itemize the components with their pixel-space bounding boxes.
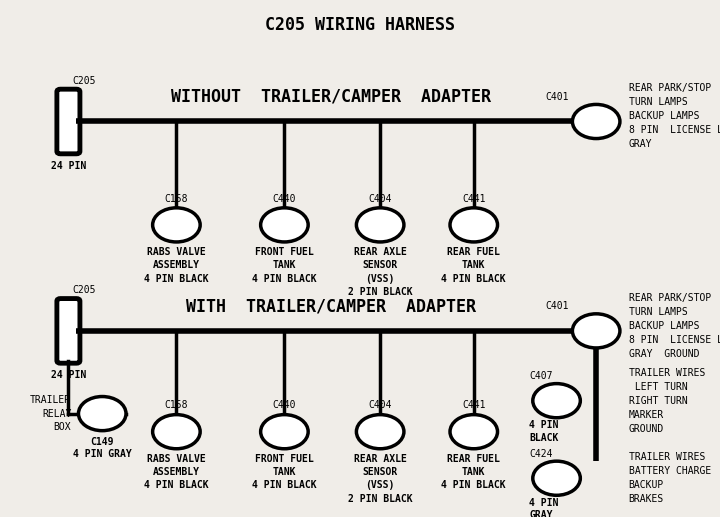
Circle shape bbox=[261, 415, 308, 449]
Circle shape bbox=[450, 415, 498, 449]
Text: C158: C158 bbox=[165, 401, 188, 410]
Text: 4 PIN
GRAY: 4 PIN GRAY bbox=[529, 498, 559, 517]
Text: RABS VALVE
ASSEMBLY
4 PIN BLACK: RABS VALVE ASSEMBLY 4 PIN BLACK bbox=[144, 454, 209, 490]
Text: REAR PARK/STOP
TURN LAMPS
BACKUP LAMPS
8 PIN  LICENSE LAMPS
GRAY: REAR PARK/STOP TURN LAMPS BACKUP LAMPS 8… bbox=[629, 83, 720, 149]
Circle shape bbox=[533, 384, 580, 418]
Text: C205 WIRING HARNESS: C205 WIRING HARNESS bbox=[265, 16, 455, 34]
Text: C441: C441 bbox=[462, 194, 485, 204]
Text: TRAILER WIRES
BATTERY CHARGE
BACKUP
BRAKES: TRAILER WIRES BATTERY CHARGE BACKUP BRAK… bbox=[629, 452, 711, 504]
Circle shape bbox=[153, 415, 200, 449]
Text: 4 PIN
BLACK: 4 PIN BLACK bbox=[529, 420, 559, 443]
Text: C404: C404 bbox=[369, 401, 392, 410]
Text: C158: C158 bbox=[165, 194, 188, 204]
Text: C149
4 PIN GRAY: C149 4 PIN GRAY bbox=[73, 437, 132, 459]
Text: C440: C440 bbox=[273, 401, 296, 410]
Text: C401: C401 bbox=[545, 92, 569, 102]
Circle shape bbox=[153, 208, 200, 242]
Text: C401: C401 bbox=[545, 301, 569, 311]
Text: C205: C205 bbox=[72, 75, 96, 85]
Text: 24 PIN: 24 PIN bbox=[51, 370, 86, 380]
FancyBboxPatch shape bbox=[57, 299, 80, 363]
Text: REAR AXLE
SENSOR
(VSS)
2 PIN BLACK: REAR AXLE SENSOR (VSS) 2 PIN BLACK bbox=[348, 454, 413, 504]
Text: C441: C441 bbox=[462, 401, 485, 410]
Circle shape bbox=[356, 415, 404, 449]
Text: REAR FUEL
TANK
4 PIN BLACK: REAR FUEL TANK 4 PIN BLACK bbox=[441, 454, 506, 490]
Text: REAR PARK/STOP
TURN LAMPS
BACKUP LAMPS
8 PIN  LICENSE LAMPS
GRAY  GROUND: REAR PARK/STOP TURN LAMPS BACKUP LAMPS 8… bbox=[629, 293, 720, 359]
Text: C407: C407 bbox=[529, 371, 553, 381]
Text: TRAILER
RELAY
BOX: TRAILER RELAY BOX bbox=[30, 396, 71, 432]
Text: FRONT FUEL
TANK
4 PIN BLACK: FRONT FUEL TANK 4 PIN BLACK bbox=[252, 454, 317, 490]
Text: TRAILER WIRES
 LEFT TURN
RIGHT TURN
MARKER
GROUND: TRAILER WIRES LEFT TURN RIGHT TURN MARKE… bbox=[629, 368, 705, 434]
Circle shape bbox=[78, 397, 126, 431]
Text: C440: C440 bbox=[273, 194, 296, 204]
Text: C404: C404 bbox=[369, 194, 392, 204]
Text: FRONT FUEL
TANK
4 PIN BLACK: FRONT FUEL TANK 4 PIN BLACK bbox=[252, 247, 317, 283]
Text: REAR FUEL
TANK
4 PIN BLACK: REAR FUEL TANK 4 PIN BLACK bbox=[441, 247, 506, 283]
Circle shape bbox=[572, 104, 620, 139]
Circle shape bbox=[533, 461, 580, 495]
Circle shape bbox=[450, 208, 498, 242]
FancyBboxPatch shape bbox=[57, 89, 80, 154]
Text: REAR AXLE
SENSOR
(VSS)
2 PIN BLACK: REAR AXLE SENSOR (VSS) 2 PIN BLACK bbox=[348, 247, 413, 297]
Circle shape bbox=[572, 314, 620, 348]
Text: RABS VALVE
ASSEMBLY
4 PIN BLACK: RABS VALVE ASSEMBLY 4 PIN BLACK bbox=[144, 247, 209, 283]
Circle shape bbox=[261, 208, 308, 242]
Text: WITH  TRAILER/CAMPER  ADAPTER: WITH TRAILER/CAMPER ADAPTER bbox=[186, 297, 476, 315]
Text: 24 PIN: 24 PIN bbox=[51, 160, 86, 171]
Text: WITHOUT  TRAILER/CAMPER  ADAPTER: WITHOUT TRAILER/CAMPER ADAPTER bbox=[171, 88, 491, 106]
Circle shape bbox=[356, 208, 404, 242]
Text: C205: C205 bbox=[72, 285, 96, 295]
Text: C424: C424 bbox=[529, 449, 553, 459]
